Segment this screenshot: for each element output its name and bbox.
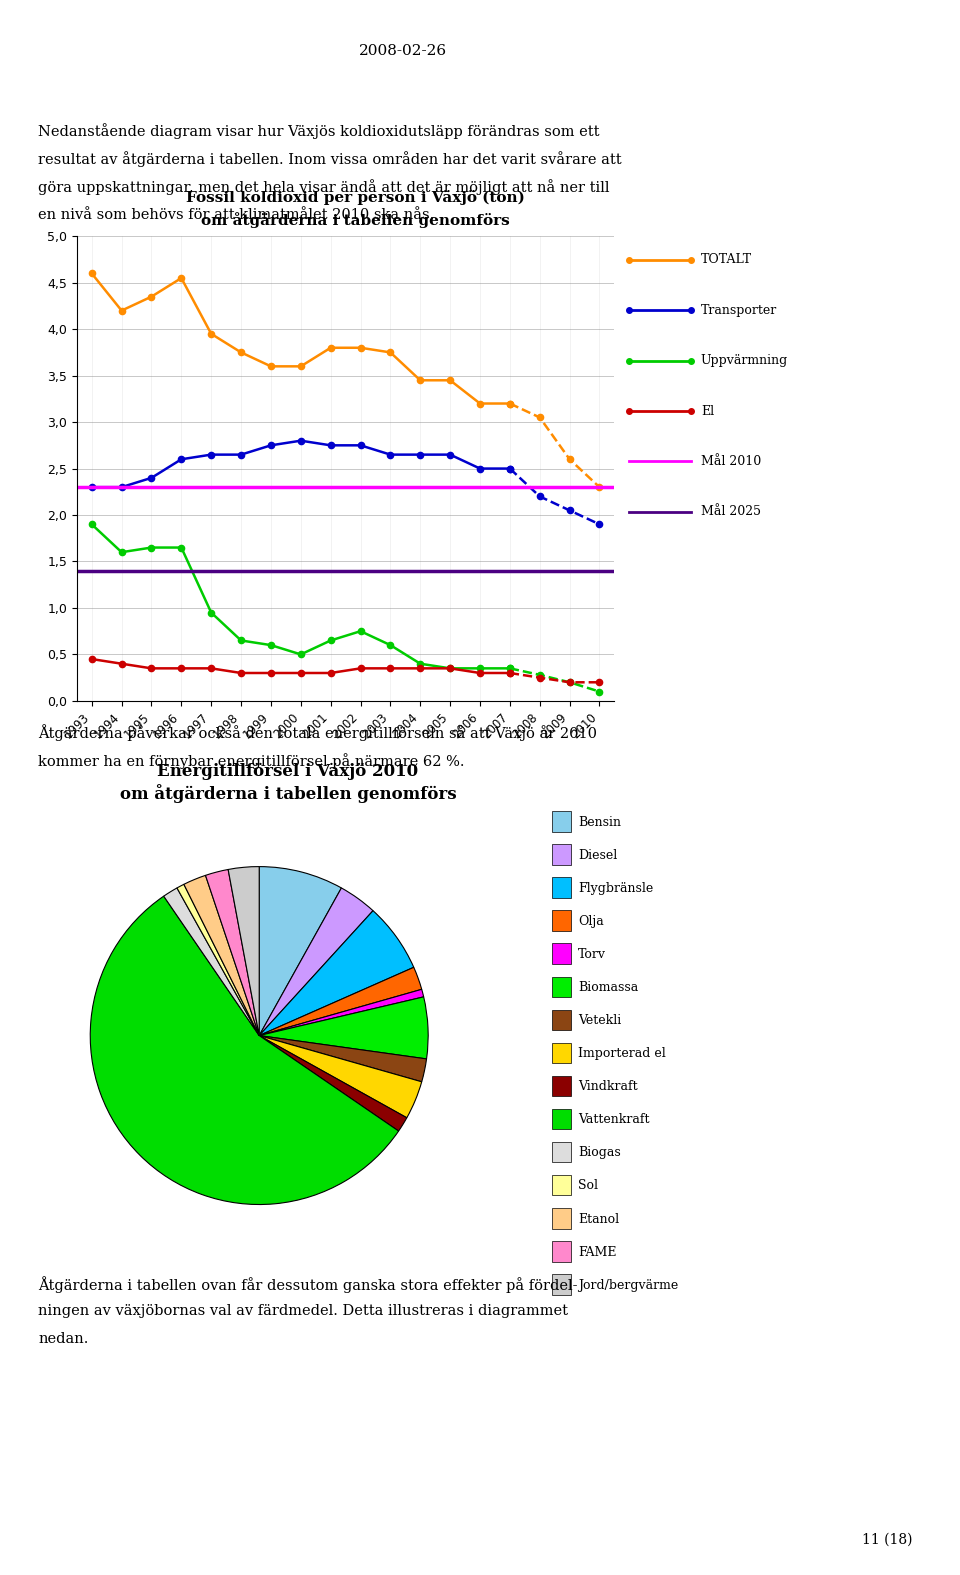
Wedge shape (228, 866, 259, 1036)
Text: Biogas: Biogas (578, 1147, 621, 1159)
Text: Transporter: Transporter (701, 304, 777, 317)
Text: Mål 2025: Mål 2025 (701, 506, 760, 518)
Wedge shape (259, 910, 414, 1036)
Text: Åtgärderna i tabellen ovan får dessutom ganska stora effekter på fördel-: Åtgärderna i tabellen ovan får dessutom … (38, 1276, 578, 1293)
Text: TOTALT: TOTALT (701, 254, 752, 266)
Text: Fossil koldioxid per person i Växjö (ton): Fossil koldioxid per person i Växjö (ton… (186, 189, 524, 205)
Text: Vattenkraft: Vattenkraft (578, 1114, 649, 1126)
Text: om åtgärderna i tabellen genomförs: om åtgärderna i tabellen genomförs (120, 784, 456, 803)
Text: om åtgärderna i tabellen genomförs: om åtgärderna i tabellen genomförs (201, 213, 510, 228)
Text: Olja: Olja (578, 915, 604, 928)
Text: ningen av växjöbornas val av färdmedel. Detta illustreras i diagrammet: ningen av växjöbornas val av färdmedel. … (38, 1304, 568, 1318)
Text: Vindkraft: Vindkraft (578, 1080, 637, 1093)
Wedge shape (259, 1036, 421, 1118)
Text: 2008-02-26: 2008-02-26 (359, 44, 447, 58)
Text: Mål 2010: Mål 2010 (701, 455, 761, 468)
Text: Biomassa: Biomassa (578, 981, 638, 994)
Text: resultat av åtgärderna i tabellen. Inom vissa områden har det varit svårare att: resultat av åtgärderna i tabellen. Inom … (38, 151, 622, 167)
Wedge shape (164, 888, 259, 1036)
Text: 11 (18): 11 (18) (861, 1532, 912, 1547)
Wedge shape (259, 866, 342, 1036)
Wedge shape (177, 884, 259, 1036)
Text: Åtgärderna påverkar också den totala energitillförseln så att Växjö år 2010: Åtgärderna påverkar också den totala ene… (38, 724, 597, 742)
Wedge shape (259, 989, 423, 1036)
Text: Energitillförsel i Växjö 2010: Energitillförsel i Växjö 2010 (157, 762, 419, 780)
Wedge shape (90, 896, 398, 1205)
Text: Diesel: Diesel (578, 849, 617, 862)
Text: El: El (701, 405, 714, 417)
Text: Bensin: Bensin (578, 816, 621, 828)
Text: kommer ha en förnybar energitillförsel på närmare 62 %.: kommer ha en förnybar energitillförsel p… (38, 753, 465, 769)
Text: Jord/bergvärme: Jord/bergvärme (578, 1279, 678, 1292)
Text: Sol: Sol (578, 1180, 598, 1192)
Text: Flygbränsle: Flygbränsle (578, 882, 653, 895)
Text: Vetekli: Vetekli (578, 1014, 621, 1027)
Text: Importerad el: Importerad el (578, 1047, 665, 1060)
Text: göra uppskattningar, men det hela visar ändå att det är möjligt att nå ner till: göra uppskattningar, men det hela visar … (38, 180, 610, 195)
Wedge shape (259, 997, 428, 1058)
Wedge shape (184, 876, 259, 1036)
Wedge shape (259, 967, 421, 1036)
Text: Etanol: Etanol (578, 1213, 619, 1225)
Text: Uppvärmning: Uppvärmning (701, 354, 788, 367)
Wedge shape (259, 1036, 407, 1131)
Wedge shape (205, 869, 259, 1036)
Text: FAME: FAME (578, 1246, 616, 1258)
Wedge shape (259, 888, 373, 1036)
Text: en nivå som behövs för att klimatmålet 2010 ska nås.: en nivå som behövs för att klimatmålet 2… (38, 208, 435, 222)
Text: Nedanstående diagram visar hur Växjös koldioxidutsläpp förändras som ett: Nedanstående diagram visar hur Växjös ko… (38, 123, 600, 139)
Text: nedan.: nedan. (38, 1332, 88, 1347)
Wedge shape (259, 1036, 426, 1082)
Text: Torv: Torv (578, 948, 606, 961)
